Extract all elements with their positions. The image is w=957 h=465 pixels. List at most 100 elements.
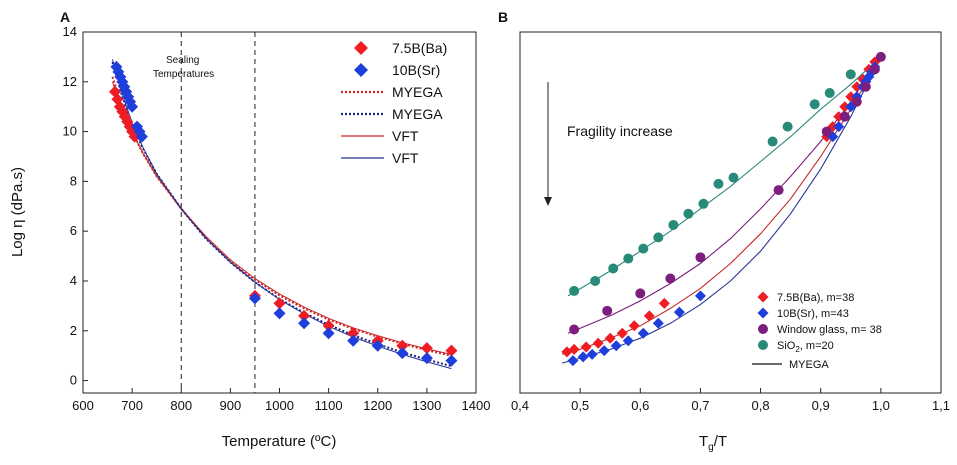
x-tick-label: 0,9: [812, 398, 830, 413]
data-point: [875, 51, 886, 62]
x-tick-label: 0,8: [752, 398, 770, 413]
data-point: [598, 345, 610, 357]
myega-fit-line: [561, 56, 882, 355]
data-point: [833, 121, 845, 133]
x-tick-label: 0,4: [511, 398, 529, 413]
legend-label: Window glass, m= 38: [777, 324, 882, 336]
panel-a-legend: 7.5B(Ba) 10B(Sr) MYEGA MYEGA VFT VFT: [341, 40, 447, 166]
data-point: [839, 111, 850, 122]
x-tick-label: 1300: [412, 398, 441, 413]
data-point: [698, 198, 709, 209]
x-tick-label: 0,6: [631, 398, 649, 413]
data-point: [653, 232, 664, 243]
data-point: [445, 354, 458, 367]
data-point: [773, 185, 784, 196]
data-point: [569, 324, 580, 335]
data-point: [839, 101, 851, 113]
data-point: [809, 99, 820, 110]
data-point: [782, 121, 793, 132]
data-point: [580, 341, 592, 353]
data-point: [396, 347, 409, 360]
legend-label: 7.5B(Ba), m=38: [777, 292, 854, 304]
y-tick-label: 6: [70, 223, 77, 238]
y-tick-label: 0: [70, 373, 77, 388]
legend-marker: [758, 340, 768, 350]
data-point: [371, 339, 384, 352]
data-point: [592, 337, 604, 349]
sealing-label-line1: Sealing: [166, 55, 199, 66]
data-point: [845, 69, 856, 80]
data-point: [123, 120, 136, 133]
data-point: [602, 305, 613, 316]
data-point: [608, 263, 619, 274]
data-point: [767, 136, 778, 147]
data-point: [322, 327, 335, 340]
legend-label: VFT: [392, 128, 419, 144]
y-tick-label: 2: [70, 323, 77, 338]
legend-label: MYEGA: [392, 84, 443, 100]
panel-a-letter: A: [60, 9, 70, 25]
panel-a: A Sealing Temperatures Temperature (ºC) …: [9, 9, 490, 450]
data-point: [135, 130, 148, 143]
y-tick-label: 4: [70, 273, 77, 288]
data-point: [590, 275, 601, 286]
legend-label: MYEGA: [789, 359, 829, 371]
data-point: [652, 317, 664, 329]
data-point: [298, 317, 311, 330]
legend-marker: [757, 307, 769, 319]
data-point: [694, 290, 706, 302]
legend-label: MYEGA: [392, 106, 443, 122]
data-point: [420, 342, 433, 355]
legend-label: 10B(Sr), m=43: [777, 308, 849, 320]
data-point: [604, 332, 616, 344]
data-point: [637, 327, 649, 339]
data-point: [126, 100, 139, 113]
x-tick-label: 600: [72, 398, 94, 413]
legend-label: SiO2, m=20: [777, 340, 834, 354]
legend-marker: [354, 63, 368, 77]
panel-a-ticks: 600 700 800 900 1000 1100 1200 1300 1400 0 2 4 6 8 10 1…: [63, 24, 491, 413]
data-point: [860, 81, 871, 92]
x-tick-label: 800: [170, 398, 192, 413]
data-point: [568, 343, 580, 355]
data-point: [827, 121, 839, 133]
data-point: [673, 306, 685, 318]
data-point: [683, 208, 694, 219]
data-point: [322, 319, 335, 332]
x-tick-label: 1,1: [932, 398, 950, 413]
panel-b-letter: B: [498, 9, 508, 25]
data-point: [610, 340, 622, 352]
data-point: [569, 285, 580, 296]
data-point: [638, 243, 649, 254]
data-point: [728, 172, 739, 183]
legend-marker: [354, 41, 368, 55]
data-point: [635, 288, 646, 299]
panel-b: B Fragility increase Tg/T 7.5B(Ba), m=38…: [498, 9, 950, 453]
sealing-label-line2: Temperatures: [153, 69, 214, 80]
panel-b-x-axis-title: Tg/T: [699, 433, 727, 453]
panel-b-series: [561, 51, 886, 367]
data-point: [445, 344, 458, 357]
data-point: [628, 320, 640, 332]
data-point: [713, 178, 724, 189]
legend-marker: [757, 291, 769, 303]
y-tick-label: 14: [63, 24, 77, 39]
data-point: [658, 297, 670, 309]
data-point: [298, 309, 311, 322]
data-point: [248, 292, 261, 305]
data-point: [821, 126, 832, 137]
data-point: [586, 348, 598, 360]
y-tick-label: 8: [70, 173, 77, 188]
data-point: [851, 81, 863, 93]
data-point: [869, 64, 880, 75]
data-point: [577, 351, 589, 363]
data-point: [273, 307, 286, 320]
x-tick-label: 900: [220, 398, 242, 413]
x-tick-label: 1200: [363, 398, 392, 413]
x-title-main: T: [699, 433, 708, 450]
x-tick-label: 1100: [315, 398, 343, 413]
data-point: [347, 327, 360, 340]
data-point: [273, 297, 286, 310]
x-tick-label: 1000: [265, 398, 294, 413]
